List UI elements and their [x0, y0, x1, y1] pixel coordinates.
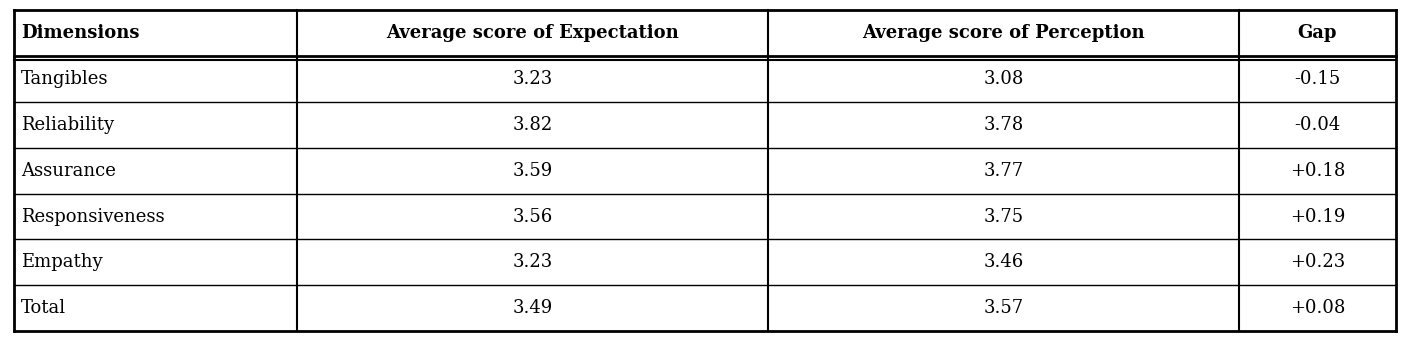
Text: Tangibles: Tangibles — [21, 70, 109, 88]
Text: Average score of Perception: Average score of Perception — [862, 24, 1145, 42]
Text: Responsiveness: Responsiveness — [21, 208, 165, 225]
Text: 3.23: 3.23 — [512, 254, 553, 271]
Text: Average score of Expectation: Average score of Expectation — [386, 24, 678, 42]
Text: +0.08: +0.08 — [1290, 299, 1345, 317]
Text: 3.46: 3.46 — [983, 254, 1024, 271]
Text: Reliability: Reliability — [21, 116, 114, 134]
Text: +0.23: +0.23 — [1290, 254, 1345, 271]
Text: -0.15: -0.15 — [1294, 70, 1341, 88]
Text: Empathy: Empathy — [21, 254, 103, 271]
Text: 3.75: 3.75 — [983, 208, 1024, 225]
Text: 3.08: 3.08 — [983, 70, 1024, 88]
Text: Assurance: Assurance — [21, 162, 116, 180]
Text: 3.59: 3.59 — [512, 162, 553, 180]
Text: -0.04: -0.04 — [1294, 116, 1341, 134]
Text: +0.19: +0.19 — [1290, 208, 1345, 225]
Text: 3.56: 3.56 — [512, 208, 553, 225]
Text: 3.82: 3.82 — [512, 116, 553, 134]
Text: 3.49: 3.49 — [512, 299, 553, 317]
Text: Gap: Gap — [1297, 24, 1337, 42]
Text: 3.78: 3.78 — [983, 116, 1024, 134]
Text: 3.23: 3.23 — [512, 70, 553, 88]
Text: Dimensions: Dimensions — [21, 24, 140, 42]
Text: +0.18: +0.18 — [1290, 162, 1345, 180]
Text: 3.57: 3.57 — [983, 299, 1024, 317]
Text: Total: Total — [21, 299, 66, 317]
Text: 3.77: 3.77 — [983, 162, 1024, 180]
